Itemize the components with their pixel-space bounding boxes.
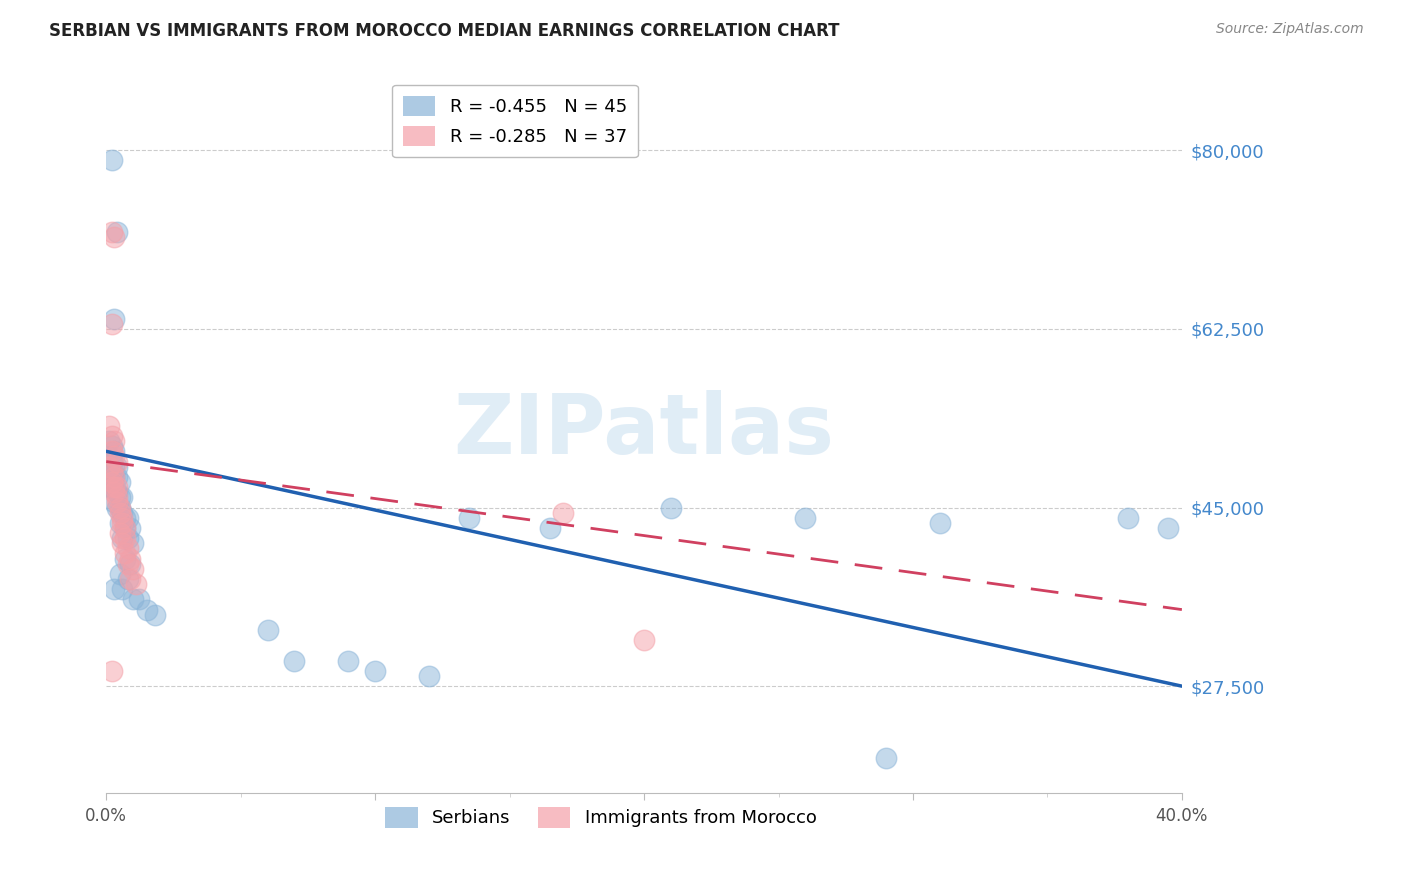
Point (117, 510, 139, 524)
Point (122, 562, 145, 576)
Point (117, 557, 139, 571)
Point (794, 510, 817, 524)
Legend: Serbians, Immigrants from Morocco: Serbians, Immigrants from Morocco (378, 800, 824, 835)
Point (100, 465, 122, 479)
Point (103, 450, 125, 464)
Point (100, 439, 122, 453)
Point (283, 654, 305, 668)
Point (108, 475, 131, 489)
Point (553, 506, 575, 520)
Point (111, 536, 134, 550)
Point (105, 500, 128, 515)
Point (105, 480, 128, 494)
Point (875, 750, 897, 764)
Point (117, 541, 139, 556)
Point (458, 510, 481, 524)
Point (103, 495, 125, 509)
Point (538, 521, 561, 535)
Point (103, 480, 125, 494)
Point (100, 444, 122, 458)
Point (108, 500, 131, 515)
Point (125, 577, 148, 591)
Point (256, 623, 278, 637)
Point (100, 153, 122, 168)
Point (103, 470, 125, 484)
Point (97, 450, 120, 464)
Point (100, 225, 122, 239)
Point (105, 485, 128, 500)
Point (114, 531, 136, 545)
Point (114, 521, 136, 535)
Point (103, 459, 125, 474)
Point (105, 470, 128, 484)
Point (97, 434, 120, 449)
Point (105, 459, 128, 474)
Point (100, 475, 122, 489)
Point (100, 664, 122, 678)
Point (108, 500, 131, 515)
Point (114, 551, 136, 566)
Point (120, 521, 142, 535)
Point (418, 669, 440, 683)
Point (364, 664, 387, 678)
Text: ZIPatlas: ZIPatlas (454, 391, 835, 472)
Point (111, 510, 134, 524)
Point (97, 459, 120, 474)
Point (105, 495, 128, 509)
Point (122, 536, 145, 550)
Point (120, 572, 142, 586)
Point (97, 418, 120, 433)
Point (659, 500, 682, 515)
Point (103, 230, 125, 244)
Point (100, 465, 122, 479)
Point (122, 592, 145, 607)
Point (135, 602, 157, 616)
Text: SERBIAN VS IMMIGRANTS FROM MOROCCO MEDIAN EARNINGS CORRELATION CHART: SERBIAN VS IMMIGRANTS FROM MOROCCO MEDIA… (49, 22, 839, 40)
Point (103, 582, 125, 597)
Point (103, 470, 125, 484)
Point (100, 317, 122, 331)
Point (108, 566, 131, 581)
Point (111, 531, 134, 545)
Point (103, 485, 125, 500)
Point (337, 654, 360, 668)
Point (103, 434, 125, 449)
Point (633, 633, 655, 648)
Point (108, 516, 131, 530)
Point (114, 546, 136, 560)
Point (108, 526, 131, 541)
Point (111, 516, 134, 530)
Point (111, 491, 134, 505)
Point (117, 531, 139, 545)
Point (108, 491, 131, 505)
Point (117, 572, 139, 586)
Point (1157, 521, 1180, 535)
Point (114, 510, 136, 524)
Point (128, 592, 150, 607)
Point (103, 480, 125, 494)
Point (100, 454, 122, 468)
Point (105, 454, 128, 468)
Point (108, 506, 131, 520)
Point (111, 506, 134, 520)
Point (103, 444, 125, 458)
Text: Source: ZipAtlas.com: Source: ZipAtlas.com (1216, 22, 1364, 37)
Point (100, 480, 122, 494)
Point (111, 582, 134, 597)
Point (103, 311, 125, 326)
Point (97, 480, 120, 494)
Point (105, 225, 128, 239)
Point (120, 551, 142, 566)
Point (928, 516, 950, 530)
Point (1116, 510, 1139, 524)
Point (120, 557, 142, 571)
Point (114, 521, 136, 535)
Point (105, 491, 128, 505)
Point (143, 607, 166, 622)
Point (100, 429, 122, 443)
